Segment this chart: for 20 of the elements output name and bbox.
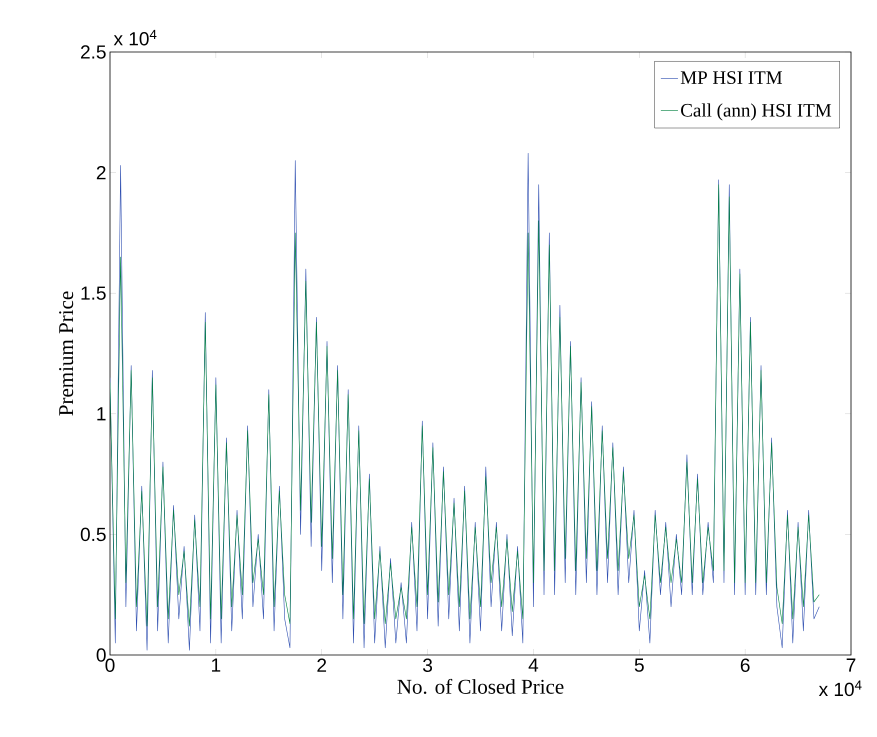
legend-label: MP HSI ITM xyxy=(680,71,782,84)
y-tick-label: 0.5 xyxy=(80,528,106,542)
y-tick-label: 0 xyxy=(96,648,106,662)
x-tick-label: 0 xyxy=(105,658,115,672)
x-tick-label: 2 xyxy=(317,658,326,672)
text: x 10$^{4}$ xyxy=(818,680,862,696)
y-tick-label: 2 xyxy=(96,166,106,180)
legend-label: Call (ann) HSI ITM xyxy=(681,103,832,121)
x-tick-label: 7 xyxy=(846,658,856,672)
x-axis-title: No. of Closed Price xyxy=(397,678,564,694)
x-tick-label: 1 xyxy=(212,658,220,672)
x-tick-label: 6 xyxy=(740,658,750,672)
text: x 10$^{4}$ xyxy=(114,30,156,46)
x-tick-label: 3 xyxy=(423,658,432,672)
x-tick-label: 4 xyxy=(528,658,538,672)
y-tick-label: 2.5 xyxy=(81,45,106,59)
y-tick-label: 1.5 xyxy=(82,286,106,300)
y-tick-label: 1 xyxy=(97,407,106,420)
y-axis-title: Premium Price xyxy=(59,292,74,416)
x-tick-label: 5 xyxy=(634,658,644,672)
